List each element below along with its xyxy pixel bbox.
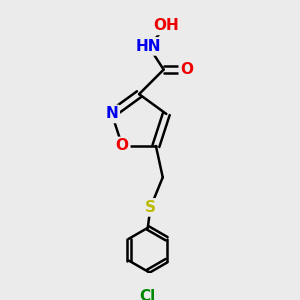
Text: S: S [145, 200, 156, 215]
Text: N: N [106, 106, 118, 122]
Text: O: O [116, 139, 129, 154]
Text: Cl: Cl [140, 289, 156, 300]
Text: HN: HN [136, 39, 161, 54]
Text: OH: OH [154, 18, 179, 33]
Text: O: O [180, 62, 193, 77]
